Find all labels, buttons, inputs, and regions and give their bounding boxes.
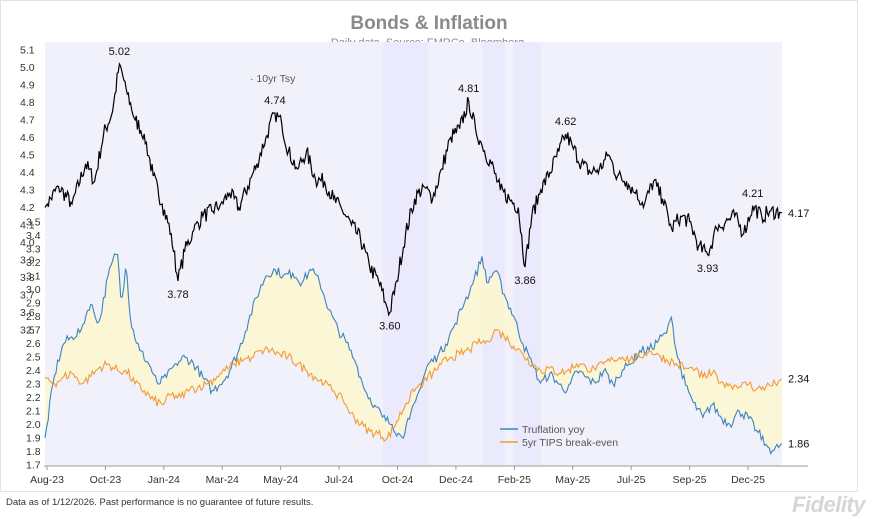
lower-axis-tick: 3.0 xyxy=(26,284,41,296)
upper-axis-tick: 4.9 xyxy=(20,80,35,92)
chart-frame xyxy=(0,0,858,492)
lower-axis-tick: 1.9 xyxy=(26,433,41,445)
data-label-4-62: 4.62 xyxy=(555,116,576,128)
lower-axis-tick: 2.3 xyxy=(26,379,41,391)
upper-axis-tick: 4.3 xyxy=(20,185,35,197)
x-axis-tick-label: Aug-23 xyxy=(30,474,64,486)
upper-axis-tick: 4.7 xyxy=(20,115,35,127)
x-axis-tick-label: Dec-25 xyxy=(731,474,765,486)
lower-axis-tick: 2.2 xyxy=(26,392,41,404)
lower-axis-tick: 2.7 xyxy=(26,325,41,337)
legend-label-1: 5yr TIPS break-even xyxy=(522,437,618,449)
lower-axis-tick: 3.2 xyxy=(26,257,41,269)
plot-band-1 xyxy=(482,42,505,466)
lower-axis-tick: 3.5 xyxy=(26,217,41,229)
data-label-4-81: 4.81 xyxy=(458,83,479,95)
footnote: Data as of 1/12/2026. Past performance i… xyxy=(6,497,314,508)
plot-band-0 xyxy=(383,42,429,466)
upper-axis-tick: 3.7 xyxy=(20,290,35,302)
legend-label-0: Truflation yoy xyxy=(522,424,585,436)
data-label-5-02: 5.02 xyxy=(109,46,130,58)
x-axis-tick-label: Mar-24 xyxy=(206,474,239,486)
x-axis-tick-label: Oct-24 xyxy=(382,474,414,486)
x-axis-tick-label: Jan-24 xyxy=(148,474,180,486)
x-axis-tick-label: Dec-24 xyxy=(439,474,473,486)
lower-axis-tick: 1.8 xyxy=(26,446,41,458)
x-axis-tick-label: Jul-24 xyxy=(325,474,354,486)
upper-axis-tick: 3.6 xyxy=(20,307,35,319)
lower-axis-tick: 2.0 xyxy=(26,419,41,431)
lower-axis-tick: 2.9 xyxy=(26,298,41,310)
x-axis-tick-label: May-24 xyxy=(263,474,298,486)
lower-axis-tick: 2.1 xyxy=(26,406,41,418)
x-axis-tick-label: Feb-25 xyxy=(498,474,531,486)
lower-axis-tick: 2.4 xyxy=(26,365,41,377)
upper-axis-tick: 5.0 xyxy=(20,62,35,74)
legend-10yr-tsy: · 10yr Tsy xyxy=(250,73,296,85)
upper-axis-tick: 3.9 xyxy=(20,255,35,267)
lower-axis-tick: 3.1 xyxy=(26,271,41,283)
lower-axis-tick: 2.5 xyxy=(26,352,41,364)
data-label-3-60: 3.60 xyxy=(379,321,400,333)
lower-axis-tick: 3.4 xyxy=(26,230,41,242)
series-line-truflation-yoy xyxy=(44,253,783,456)
upper-axis-tick: 4.0 xyxy=(20,237,35,249)
x-axis-tick-label: Oct-23 xyxy=(90,474,122,486)
series-line-5yr-tips-break-even xyxy=(44,328,783,442)
data-label-4-21: 4.21 xyxy=(742,188,763,200)
upper-axis-tick: 4.4 xyxy=(20,167,35,179)
data-label-1-86: 1.86 xyxy=(788,438,809,450)
upper-axis-tick: 5.1 xyxy=(20,45,35,57)
plot-band-2 xyxy=(513,42,541,466)
lower-axis-tick: 2.8 xyxy=(26,311,41,323)
data-label-4-17: 4.17 xyxy=(788,208,809,220)
chart-title: Bonds & Inflation xyxy=(350,13,508,34)
upper-axis-tick: 3.5 xyxy=(20,325,35,337)
data-label-4-74: 4.74 xyxy=(264,95,285,107)
upper-axis-tick: 3.8 xyxy=(20,272,35,284)
upper-axis-tick: 4.8 xyxy=(20,97,35,109)
data-label-3-86: 3.86 xyxy=(514,275,535,287)
upper-axis-tick: 4.5 xyxy=(20,150,35,162)
lower-axis-tick: 2.6 xyxy=(26,338,41,350)
chart-canvas: 3.53.63.73.83.94.04.14.24.34.44.54.64.74… xyxy=(20,42,809,486)
upper-axis-tick: 4.2 xyxy=(20,202,35,214)
data-label-3-78: 3.78 xyxy=(167,289,188,301)
data-label-2-34: 2.34 xyxy=(788,374,809,386)
series-line-10yr-tsy xyxy=(44,62,783,317)
x-axis-tick-label: Sep-25 xyxy=(673,474,707,486)
upper-axis-tick: 4.6 xyxy=(20,132,35,144)
x-axis-tick-label: May-25 xyxy=(555,474,590,486)
lower-axis-tick: 3.3 xyxy=(26,244,41,256)
upper-axis-tick: 4.1 xyxy=(20,220,35,232)
x-axis-tick-label: Jul-25 xyxy=(617,474,646,486)
lower-axis-tick: 1.7 xyxy=(26,460,41,472)
data-label-3-93: 3.93 xyxy=(697,263,718,275)
fidelity-logo: Fidelity xyxy=(791,492,866,517)
